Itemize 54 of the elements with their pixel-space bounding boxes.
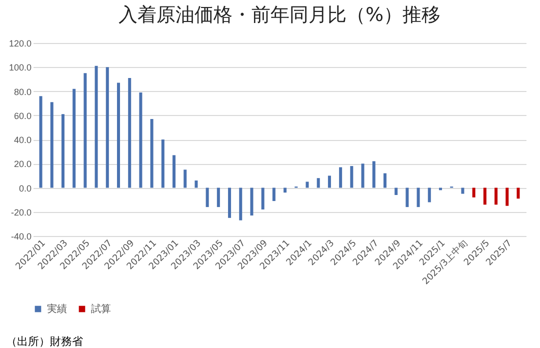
bar — [372, 161, 376, 188]
bar — [228, 188, 232, 218]
bar — [472, 188, 476, 198]
y-tick-label: 20.0 — [14, 159, 32, 170]
y-tick-label: 40.0 — [14, 135, 32, 145]
bar — [117, 82, 120, 188]
y-tick-label: -40.0 — [10, 232, 32, 242]
bar — [494, 188, 498, 205]
bar — [516, 188, 520, 199]
bar — [361, 164, 364, 188]
bar — [239, 188, 242, 220]
bar — [39, 96, 42, 188]
chart-title: 入着原油価格・前年同月比（%）推移 — [118, 4, 441, 26]
bar — [94, 66, 98, 188]
legend-label: 試算 — [91, 303, 111, 315]
bar — [284, 188, 287, 193]
y-tick-label: 100.0 — [8, 62, 32, 73]
y-tick-label: 60.0 — [14, 110, 32, 121]
bar — [339, 167, 342, 188]
bar — [128, 78, 132, 188]
legend-label: 実績 — [47, 303, 67, 315]
bar — [406, 188, 409, 208]
bar — [461, 188, 464, 194]
bar — [206, 188, 209, 208]
bar — [150, 118, 154, 188]
bar — [383, 173, 386, 188]
bar — [506, 188, 509, 206]
bar — [84, 73, 87, 188]
y-tick-label: 80.0 — [14, 86, 32, 97]
bar — [394, 188, 398, 195]
bar — [306, 182, 309, 188]
bar — [250, 188, 254, 216]
bar — [61, 114, 64, 188]
bar — [50, 102, 54, 188]
bar — [416, 188, 420, 208]
y-tick-label: 120.0 — [8, 38, 32, 48]
bar — [328, 176, 331, 188]
bar — [184, 170, 187, 188]
bar — [172, 155, 176, 188]
bar — [72, 88, 76, 188]
bar — [261, 188, 264, 210]
bar — [161, 140, 164, 188]
bar — [139, 92, 142, 188]
y-tick-label: 0.0 — [18, 183, 32, 194]
bar — [216, 188, 220, 208]
bar — [194, 180, 198, 188]
bar — [106, 67, 109, 188]
bar — [350, 166, 354, 188]
y-tick-label: -20.0 — [10, 207, 32, 218]
bar — [483, 188, 486, 205]
bar — [316, 178, 320, 188]
bar — [428, 188, 431, 202]
bar — [272, 188, 276, 202]
text: （出所）財務省 — [6, 334, 84, 348]
